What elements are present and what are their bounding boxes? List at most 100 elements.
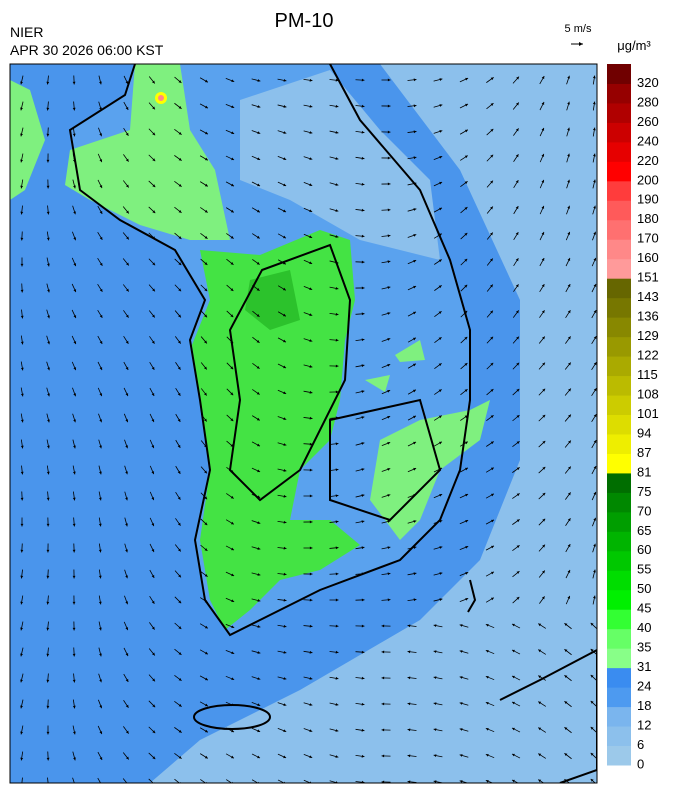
wind-arrow-head bbox=[99, 107, 102, 111]
wind-arrow-head bbox=[490, 232, 493, 236]
wind-arrow-head bbox=[439, 467, 443, 471]
colorbar-segment bbox=[607, 180, 631, 201]
wind-arrow-head bbox=[46, 81, 50, 85]
colorbar-segment bbox=[607, 531, 631, 552]
wind-arrow-head bbox=[433, 676, 437, 680]
wind-arrow-head bbox=[309, 416, 313, 420]
wind-arrow-head bbox=[516, 102, 519, 106]
colorbar-segment bbox=[607, 297, 631, 318]
wind-arrow-head bbox=[178, 574, 181, 578]
wind-arrow-head bbox=[98, 601, 102, 605]
wind-arrow-head bbox=[204, 157, 208, 161]
wind-arrow-head bbox=[230, 755, 234, 759]
wind-arrow-head bbox=[485, 675, 489, 679]
wind-arrow-head bbox=[438, 441, 442, 445]
colorbar-label: 143 bbox=[637, 289, 659, 304]
wind-arrow-head bbox=[177, 366, 181, 370]
wind-arrow-head bbox=[126, 236, 129, 240]
wind-arrow-head bbox=[73, 783, 76, 786]
wind-arrow bbox=[122, 778, 128, 783]
wind-arrow-head bbox=[46, 237, 50, 241]
wind-arrow-head bbox=[152, 236, 156, 240]
wind-arrow-head bbox=[46, 601, 50, 605]
wind-arrow-head bbox=[511, 675, 515, 679]
colorbar-segment bbox=[607, 511, 631, 532]
wind-arrow-head bbox=[151, 392, 155, 396]
wind-arrow-head bbox=[257, 495, 261, 499]
wind-arrow-head bbox=[541, 205, 545, 209]
wind-arrow-head bbox=[230, 366, 234, 370]
wind-arrow-head bbox=[485, 649, 489, 653]
wind-arrow-head bbox=[361, 754, 365, 758]
wind-arrow-head bbox=[361, 676, 365, 680]
colorbar-segment bbox=[607, 278, 631, 299]
wind-arrow-head bbox=[257, 521, 261, 524]
wind-arrow-head bbox=[465, 597, 469, 601]
wind-arrow-head bbox=[72, 471, 76, 475]
wind-arrow-head bbox=[20, 705, 23, 709]
wind-arrow-head bbox=[152, 262, 156, 266]
wind-arrow-head bbox=[361, 104, 365, 108]
wind-arrow bbox=[97, 777, 102, 783]
wind-arrow-head bbox=[152, 652, 155, 656]
wind-arrow-head bbox=[387, 389, 391, 393]
wind-arrow-head bbox=[335, 235, 339, 238]
wind-arrow-head bbox=[567, 518, 571, 522]
wind-arrow-head bbox=[309, 546, 313, 550]
wind-arrow-head bbox=[593, 310, 597, 314]
wind-arrow-head bbox=[407, 754, 411, 758]
wind-arrow-head bbox=[309, 287, 313, 291]
wind-arrow-head bbox=[178, 210, 182, 213]
wind-arrow-head bbox=[309, 313, 313, 316]
wind-arrow-head bbox=[177, 340, 181, 344]
wind-arrow-head bbox=[439, 493, 443, 497]
colorbar-segment bbox=[607, 102, 631, 123]
wind-arrow-head bbox=[73, 445, 76, 449]
wind-arrow-head bbox=[490, 180, 493, 184]
wind-arrow-head bbox=[490, 467, 494, 471]
wind-arrow-head bbox=[20, 263, 24, 267]
wind-arrow-head bbox=[564, 753, 568, 757]
wind-arrow-head bbox=[538, 649, 542, 653]
wind-arrow-head bbox=[99, 340, 103, 344]
wind-arrow-head bbox=[413, 520, 417, 523]
wind-arrow-head bbox=[98, 523, 102, 527]
wind-arrow bbox=[148, 778, 154, 783]
wind-arrow-head bbox=[99, 236, 103, 240]
wind-arrow-head bbox=[152, 314, 155, 318]
wind-arrow-head bbox=[485, 753, 489, 757]
wind-arrow-head bbox=[257, 183, 261, 187]
wind-arrow-head bbox=[516, 415, 520, 418]
colorbar-label: 170 bbox=[637, 231, 659, 246]
wind-arrow-head bbox=[151, 497, 155, 501]
wind-arrow-head bbox=[125, 106, 129, 110]
wind-arrow-head bbox=[567, 569, 571, 573]
wind-arrow-head bbox=[511, 701, 515, 705]
wind-arrow-head bbox=[335, 755, 339, 758]
wind-arrow-head bbox=[490, 336, 494, 340]
wind-arrow-head bbox=[178, 652, 182, 655]
wind-arrow-head bbox=[230, 521, 234, 525]
wind-arrow-head bbox=[538, 675, 542, 679]
colorbar-label: 220 bbox=[637, 153, 659, 168]
wind-arrow-head bbox=[47, 419, 50, 423]
wind-arrow-head bbox=[568, 414, 571, 418]
wind-arrow-head bbox=[387, 494, 391, 497]
wind-arrow-head bbox=[564, 675, 568, 679]
wind-arrow-head bbox=[283, 443, 287, 446]
wind-arrow-head bbox=[309, 261, 313, 265]
wind-arrow-head bbox=[568, 440, 571, 444]
wind-arrow-head bbox=[152, 678, 156, 682]
wind-arrow-head bbox=[309, 339, 313, 342]
wind-arrow-head bbox=[387, 520, 391, 523]
colorbar-label: 45 bbox=[637, 601, 651, 616]
wind-arrow-head bbox=[592, 101, 596, 105]
wind-arrow-head bbox=[283, 417, 287, 420]
wind-arrow-head bbox=[231, 599, 235, 603]
wind-arrow-head bbox=[515, 180, 519, 184]
wind-arrow-head bbox=[20, 731, 24, 735]
wind-arrow-head bbox=[361, 156, 365, 160]
wind-arrow-head bbox=[387, 260, 391, 264]
wind-arrow-head bbox=[516, 571, 520, 574]
wind-arrow-head bbox=[490, 597, 494, 601]
